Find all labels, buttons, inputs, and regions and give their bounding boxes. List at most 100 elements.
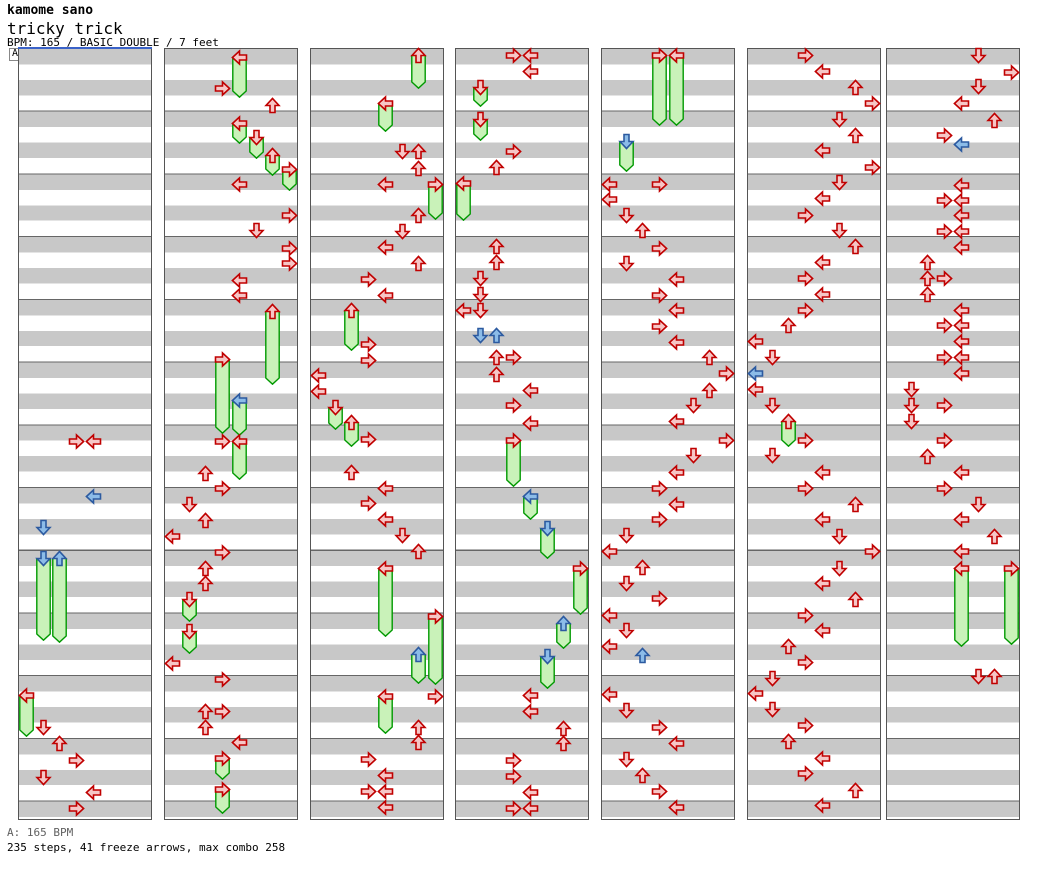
chart-panel-4 <box>455 48 589 820</box>
step-arrow-up-blue-icon <box>634 646 652 664</box>
step-arrow-left-icon <box>747 684 764 702</box>
step-arrow-up-icon <box>410 206 428 224</box>
step-arrow-left-icon <box>522 414 539 432</box>
step-arrow-left-icon <box>668 301 685 319</box>
step-arrow-down-blue-icon <box>617 133 635 150</box>
step-arrow-down-blue-icon <box>471 327 489 344</box>
step-arrow-left-icon <box>668 270 685 288</box>
step-arrow-right-icon <box>651 718 668 736</box>
step-arrow-left-icon <box>953 316 970 334</box>
step-arrow-down-blue-icon <box>34 550 52 567</box>
step-arrow-left-icon <box>747 332 764 350</box>
chart-panel-1 <box>18 48 152 820</box>
step-arrow-left-icon <box>953 206 970 224</box>
song-title: tricky trick <box>7 19 123 38</box>
step-arrow-down-icon <box>471 270 489 287</box>
chart-panel-7 <box>886 48 1020 820</box>
step-arrow-left-icon <box>231 175 248 193</box>
step-arrow-left-icon <box>953 332 970 350</box>
step-arrow-left-icon <box>668 412 685 430</box>
step-arrow-left-icon <box>231 271 248 289</box>
step-arrow-up-icon <box>847 590 865 608</box>
step-arrow-down-icon <box>34 719 52 736</box>
step-arrow-down-blue-icon <box>34 519 52 536</box>
step-arrow-left-icon <box>814 621 831 639</box>
step-arrow-left-icon <box>377 238 394 256</box>
step-arrow-left-icon <box>814 141 831 159</box>
step-arrow-down-icon <box>617 207 635 224</box>
step-arrow-up-icon <box>197 718 215 736</box>
step-arrow-left-icon <box>377 798 394 816</box>
step-arrow-up-icon <box>343 413 361 431</box>
step-arrow-down-icon <box>969 47 987 64</box>
step-arrow-down-icon <box>617 622 635 639</box>
step-arrow-left-icon <box>601 606 618 624</box>
step-arrow-down-icon <box>34 769 52 786</box>
step-arrow-right-icon <box>360 430 377 448</box>
step-arrow-down-icon <box>180 623 198 640</box>
step-arrow-up-icon <box>701 381 719 399</box>
step-arrow-up-icon <box>634 221 652 239</box>
step-arrow-down-icon <box>830 528 848 545</box>
step-arrow-left-icon <box>522 46 539 64</box>
step-arrow-right-icon <box>214 350 231 368</box>
step-arrow-right-icon <box>360 782 377 800</box>
step-arrow-left-icon <box>814 62 831 80</box>
step-arrow-right-icon <box>797 46 814 64</box>
step-arrow-left-icon <box>377 559 394 577</box>
chart-panel-5 <box>601 48 735 820</box>
step-arrow-down-icon <box>617 575 635 592</box>
step-arrow-down-icon <box>617 527 635 544</box>
step-arrow-left-blue-icon <box>522 487 539 505</box>
step-arrow-left-icon <box>668 46 685 64</box>
step-arrow-up-icon <box>410 718 428 736</box>
step-arrow-down-icon <box>471 302 489 319</box>
step-arrow-left-icon <box>85 783 102 801</box>
step-arrow-right-icon <box>936 191 953 209</box>
step-arrow-right-icon <box>572 559 589 577</box>
step-arrow-right-icon <box>68 751 85 769</box>
step-arrow-right-icon <box>797 269 814 287</box>
step-arrow-up-icon <box>634 558 652 576</box>
step-arrow-up-blue-icon <box>488 326 506 344</box>
step-arrow-up-icon <box>847 237 865 255</box>
step-arrow-right-icon <box>505 767 522 785</box>
freeze-body <box>652 54 668 130</box>
step-arrow-left-icon <box>601 542 618 560</box>
step-arrow-left-icon <box>522 783 539 801</box>
step-arrow-left-icon <box>164 527 181 545</box>
step-arrow-left-icon <box>377 782 394 800</box>
step-arrow-down-icon <box>830 111 848 128</box>
step-arrow-right-icon <box>505 431 522 449</box>
step-arrow-left-icon <box>668 495 685 513</box>
step-arrow-right-icon <box>1003 559 1020 577</box>
step-arrow-right-icon <box>651 782 668 800</box>
step-arrow-right-icon <box>651 510 668 528</box>
step-arrow-up-blue-icon <box>51 549 69 567</box>
step-arrow-right-icon <box>281 254 298 272</box>
step-arrow-left-icon <box>668 333 685 351</box>
step-arrow-left-blue-icon <box>953 135 970 153</box>
step-arrow-down-icon <box>393 143 411 160</box>
step-arrow-down-icon <box>684 397 702 414</box>
step-arrow-up-icon <box>555 734 573 752</box>
step-arrow-down-blue-icon <box>538 520 556 537</box>
step-arrow-up-icon <box>919 269 937 287</box>
step-arrow-right-icon <box>936 316 953 334</box>
step-arrow-down-icon <box>617 751 635 768</box>
step-arrow-up-icon <box>343 463 361 481</box>
step-arrow-down-icon <box>326 399 344 416</box>
step-arrow-right-icon <box>718 364 735 382</box>
step-arrow-right-icon <box>651 317 668 335</box>
step-arrow-left-icon <box>231 48 248 66</box>
step-arrow-up-icon <box>197 464 215 482</box>
step-arrow-down-icon <box>763 670 781 687</box>
step-arrow-right-icon <box>718 431 735 449</box>
section-marker-label: A <box>9 48 21 61</box>
step-arrow-right-icon <box>936 479 953 497</box>
step-arrow-up-blue-icon <box>410 645 428 663</box>
freeze-body <box>668 54 684 130</box>
step-arrow-left-icon <box>601 190 618 208</box>
step-arrow-right-icon <box>651 175 668 193</box>
